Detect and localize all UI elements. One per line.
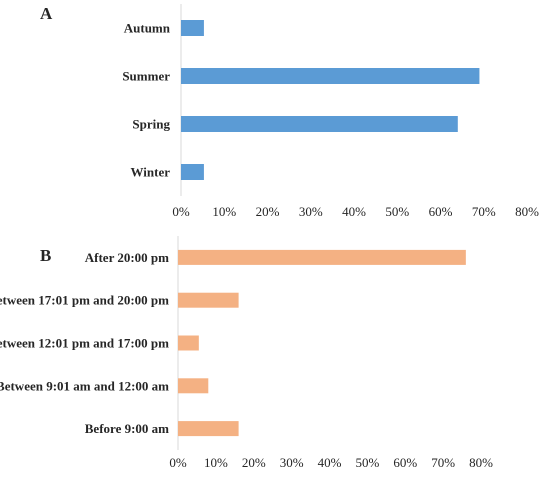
panel-b-tick-label: 30% <box>280 455 304 470</box>
panel-a-tick-label: 20% <box>256 204 280 219</box>
panel-a-label: A <box>40 4 53 23</box>
panel-a-category-label: Winter <box>131 165 171 180</box>
panel-a-category-label: Autumn <box>124 21 171 36</box>
panel-b-bar <box>178 249 466 265</box>
panel-b-bar <box>178 421 239 437</box>
panel-b-bar <box>178 378 209 394</box>
panel-b-category-label: Before 9:00 am <box>85 421 169 436</box>
panel-a-bar <box>181 68 480 84</box>
panel-a-category-label: Summer <box>122 69 170 84</box>
panel-b-tick-label: 80% <box>469 455 493 470</box>
panel-b: B After 20:00 pm Between 17:01 pm and 20:… <box>0 236 493 470</box>
panel-a-tick-label: 40% <box>342 204 366 219</box>
panel-b-category-label: Between 9:01 am and 12:00 am <box>0 378 169 393</box>
panel-a-tick-label: 60% <box>429 204 453 219</box>
panel-b-tick-label: 60% <box>393 455 417 470</box>
panel-b-category-label: Between 12:01 pm and 17:00 pm <box>0 336 169 351</box>
panel-a-tick-label: 70% <box>472 204 496 219</box>
panel-b-bar <box>178 335 199 351</box>
panel-b-tick-label: 50% <box>355 455 379 470</box>
panel-a-bar <box>181 116 458 132</box>
panel-b-category-label: After 20:00 pm <box>85 250 169 265</box>
panel-b-tick-label: 10% <box>204 455 228 470</box>
panel-a-tick-label: 80% <box>515 204 539 219</box>
panel-a-bar <box>181 20 204 36</box>
panel-b-tick-label: 20% <box>242 455 266 470</box>
panel-b-category-label: Between 17:01 pm and 20:00 pm <box>0 293 169 308</box>
panel-b-tick-label: 70% <box>431 455 455 470</box>
panel-b-bar <box>178 292 239 308</box>
panel-a-tick-label: 50% <box>385 204 409 219</box>
panel-a: A Autumn Summer Spring Winter 0% 10% 20% 30% 40%… <box>40 4 539 219</box>
panel-a-tick-label: 0% <box>172 204 190 219</box>
panel-b-tick-label: 0% <box>169 455 187 470</box>
panel-a-tick-label: 30% <box>299 204 323 219</box>
panel-a-category-label: Spring <box>132 117 170 132</box>
panel-b-label: B <box>40 246 51 265</box>
panel-b-tick-label: 40% <box>318 455 342 470</box>
panel-a-bar <box>181 164 204 180</box>
panel-a-tick-label: 10% <box>212 204 236 219</box>
